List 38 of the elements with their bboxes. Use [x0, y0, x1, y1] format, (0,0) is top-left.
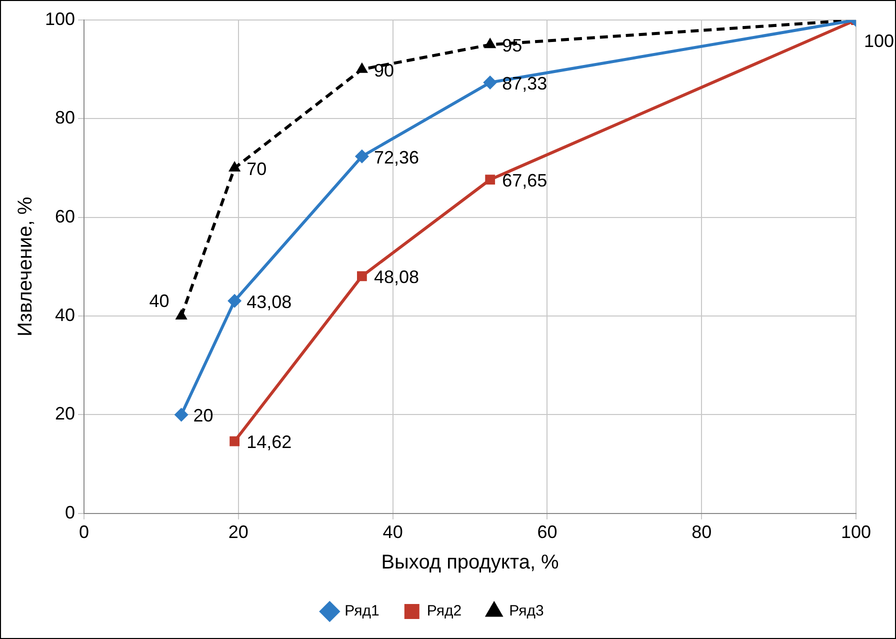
y-tick-label: 40 [55, 305, 76, 326]
data-label: 100 [864, 30, 894, 51]
point [354, 149, 369, 164]
x-tick-label: 0 [79, 522, 90, 542]
data-label: 72,36 [374, 147, 419, 168]
legend-label: Ряд1 [344, 602, 380, 620]
data-label: 40 [149, 291, 170, 312]
point [483, 76, 498, 90]
y-tick-label: 80 [55, 108, 76, 128]
data-label: 43,08 [246, 292, 292, 312]
point [228, 161, 241, 172]
data-label: 67,65 [502, 170, 548, 191]
y-tick-label: 100 [44, 8, 76, 29]
data-label: 70 [246, 158, 267, 179]
point [230, 436, 240, 446]
point [356, 62, 368, 73]
data-label: 87,33 [502, 73, 548, 94]
point [175, 309, 188, 320]
x-tick-label: 40 [382, 522, 403, 542]
y-axis-title: Извлечение, % [14, 196, 37, 337]
point [485, 174, 496, 185]
data-label: 48,08 [374, 267, 419, 288]
data-label: 14,62 [246, 432, 292, 452]
legend-label: Ряд3 [509, 602, 544, 620]
point [356, 271, 367, 282]
legend-label: Ряд2 [426, 602, 462, 620]
x-tick-label: 60 [537, 522, 558, 542]
x-tick-label: 100 [840, 522, 872, 542]
data-label: 20 [193, 406, 214, 426]
point [484, 38, 496, 48]
point [174, 408, 188, 422]
point [228, 294, 242, 308]
x-axis-title: Выход продукта, % [381, 552, 560, 574]
x-tick-label: 80 [692, 522, 712, 542]
y-tick-label: 60 [55, 206, 76, 226]
y-tick-label: 0 [65, 502, 76, 522]
x-tick-label: 20 [228, 522, 248, 542]
y-tick-label: 20 [55, 404, 76, 424]
